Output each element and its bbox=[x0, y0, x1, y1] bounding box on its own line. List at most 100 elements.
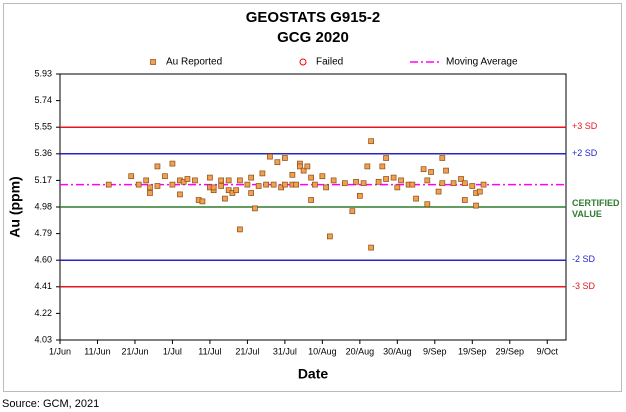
data-point bbox=[312, 181, 318, 188]
data-point bbox=[349, 208, 356, 215]
data-point bbox=[398, 177, 404, 184]
data-point bbox=[364, 163, 371, 170]
data-point bbox=[368, 244, 374, 251]
reference-label: +3 SD bbox=[572, 121, 598, 132]
data-point bbox=[162, 173, 168, 180]
x-tick-label: 10/Aug bbox=[308, 346, 337, 356]
data-point bbox=[184, 176, 191, 182]
y-tick-label: 5.36 bbox=[34, 148, 52, 158]
data-point bbox=[267, 153, 273, 160]
data-point bbox=[237, 177, 243, 184]
data-point bbox=[435, 188, 442, 195]
data-point bbox=[293, 181, 299, 188]
x-tick-label: 1/Jun bbox=[49, 346, 71, 356]
data-point bbox=[308, 197, 314, 203]
data-point bbox=[225, 177, 232, 184]
data-point bbox=[461, 197, 468, 203]
data-point bbox=[439, 180, 446, 187]
data-point bbox=[289, 171, 296, 178]
x-tick-label: 20/Aug bbox=[346, 346, 375, 356]
data-point bbox=[237, 226, 243, 233]
reference-label: CERTIFIED VALUE bbox=[572, 198, 620, 219]
data-point bbox=[248, 190, 255, 196]
x-tick-label: 9/Oct bbox=[537, 346, 559, 356]
data-point bbox=[319, 173, 326, 180]
y-tick-label: 5.55 bbox=[34, 122, 52, 132]
data-point bbox=[147, 190, 153, 196]
legend-label: Failed bbox=[316, 57, 343, 68]
data-point bbox=[480, 181, 487, 188]
data-point bbox=[248, 174, 255, 181]
data-point bbox=[263, 181, 269, 188]
reference-label: -3 SD bbox=[572, 280, 596, 291]
x-tick-label: 11/Jul bbox=[198, 346, 221, 356]
x-tick-label: 21/Jul bbox=[235, 346, 259, 356]
data-point bbox=[259, 170, 266, 177]
data-point bbox=[323, 184, 329, 191]
data-point bbox=[177, 191, 183, 198]
y-tick-label: 4.22 bbox=[34, 308, 52, 318]
data-point bbox=[428, 169, 434, 175]
source-note: Source: GCM, 2021 bbox=[2, 398, 99, 410]
data-point bbox=[327, 233, 333, 240]
y-tick-label: 5.93 bbox=[34, 68, 52, 78]
data-point bbox=[154, 163, 161, 170]
data-point bbox=[270, 181, 277, 188]
x-tick-label: 1/Jul bbox=[163, 346, 182, 356]
data-point bbox=[297, 163, 303, 170]
data-point bbox=[413, 195, 419, 202]
data-point bbox=[244, 181, 251, 188]
data-point bbox=[300, 167, 307, 174]
data-point bbox=[383, 176, 389, 182]
data-point bbox=[169, 181, 176, 188]
data-point bbox=[154, 183, 161, 189]
data-point bbox=[450, 180, 457, 187]
x-tick-label: 30/Aug bbox=[383, 346, 412, 356]
data-point bbox=[420, 166, 427, 173]
data-point bbox=[439, 155, 446, 161]
data-point bbox=[282, 181, 288, 188]
y-tick-label: 5.74 bbox=[34, 95, 52, 105]
data-point bbox=[199, 198, 206, 205]
data-point bbox=[424, 177, 431, 184]
reference-label: +2 SD bbox=[572, 147, 598, 158]
y-tick-label: 4.98 bbox=[34, 201, 52, 211]
data-point bbox=[360, 180, 367, 187]
x-tick-label: 31/Jul bbox=[273, 346, 297, 356]
data-point bbox=[210, 184, 217, 191]
data-point bbox=[308, 174, 314, 181]
data-point bbox=[424, 201, 431, 208]
legend-swatch bbox=[299, 58, 307, 66]
data-point bbox=[274, 159, 281, 166]
data-point bbox=[476, 188, 483, 195]
data-point bbox=[469, 183, 476, 189]
data-point bbox=[342, 180, 348, 187]
y-axis-title: Au (ppm) bbox=[7, 176, 23, 237]
data-point bbox=[282, 155, 288, 161]
data-point bbox=[218, 177, 225, 184]
y-tick-label: 4.03 bbox=[34, 334, 52, 344]
y-tick-label: 4.60 bbox=[34, 255, 52, 265]
data-point bbox=[192, 177, 198, 184]
data-point bbox=[353, 178, 359, 185]
y-tick-label: 5.17 bbox=[34, 175, 52, 185]
data-point bbox=[169, 160, 176, 167]
data-point bbox=[383, 155, 389, 161]
data-point bbox=[105, 181, 112, 188]
legend-label: Moving Average bbox=[446, 57, 518, 68]
data-point bbox=[443, 167, 449, 174]
chart-subtitle: GCG 2020 bbox=[277, 29, 349, 46]
data-point bbox=[252, 205, 258, 212]
data-point bbox=[147, 184, 153, 191]
data-point bbox=[357, 192, 363, 199]
data-point bbox=[218, 183, 225, 189]
reference-label: -2 SD bbox=[572, 254, 596, 265]
x-tick-label: 29/Sep bbox=[496, 346, 525, 356]
x-tick-label: 19/Sep bbox=[458, 346, 487, 356]
data-point bbox=[128, 173, 135, 180]
data-point bbox=[394, 184, 401, 191]
y-tick-label: 4.41 bbox=[34, 281, 52, 291]
data-point bbox=[409, 181, 416, 188]
data-point bbox=[390, 174, 397, 181]
